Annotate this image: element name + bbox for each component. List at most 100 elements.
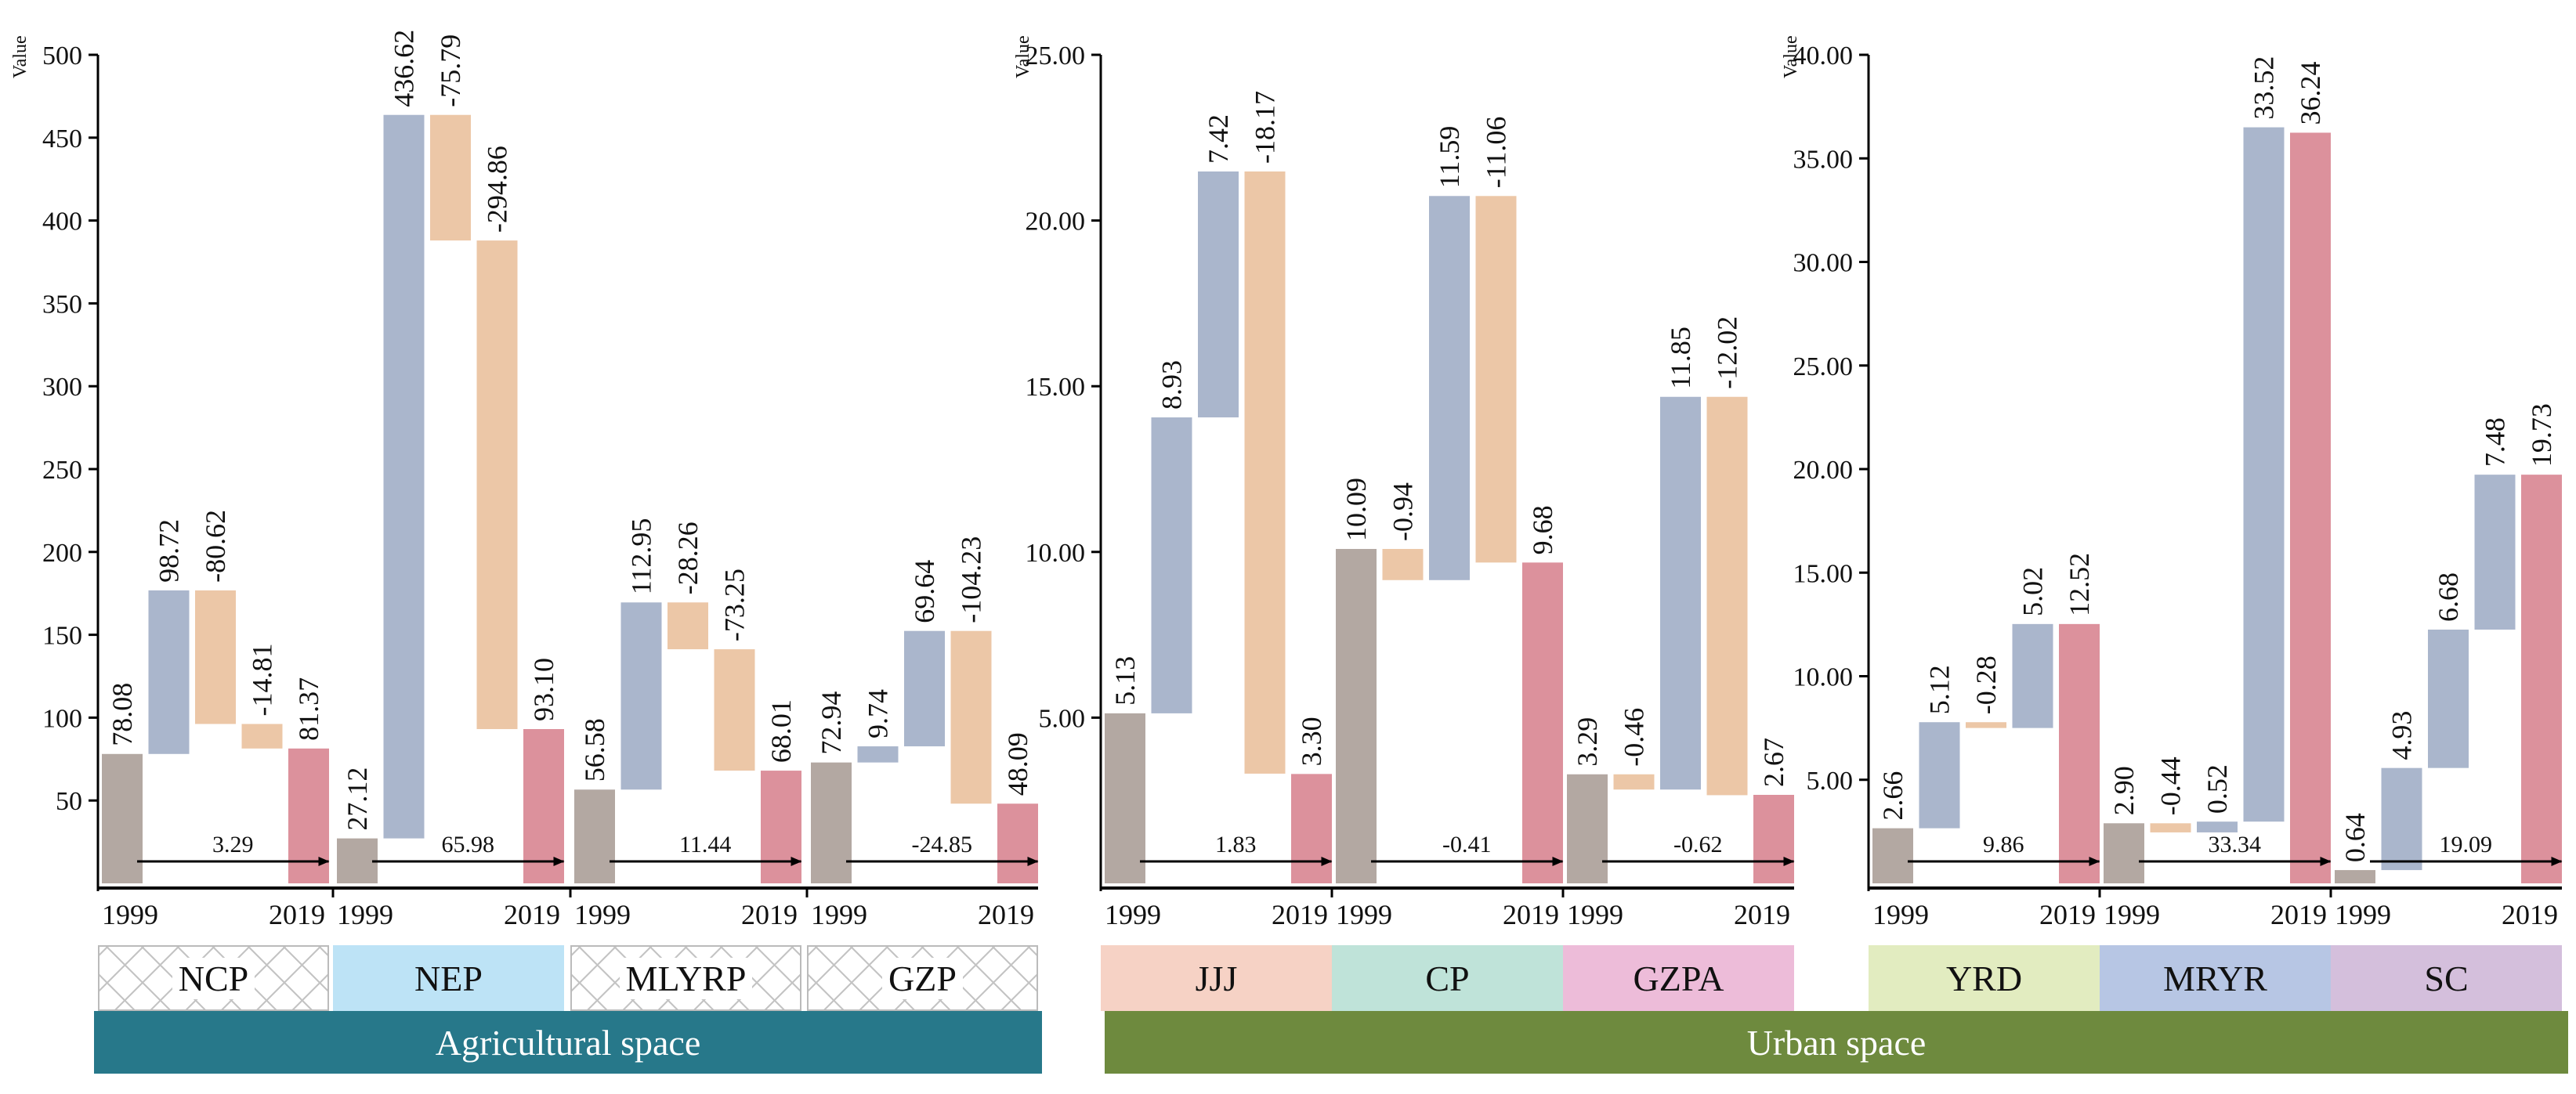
net-change-label: -24.85 xyxy=(912,832,973,858)
value-label: -80.62 xyxy=(200,510,231,583)
value-label: 33.52 xyxy=(2249,56,2280,120)
change-bar-2 xyxy=(668,602,708,650)
value-label: -75.79 xyxy=(435,34,466,107)
y-tick-label: 350 xyxy=(42,290,82,319)
value-label: -294.86 xyxy=(482,146,513,233)
change-bar-3 xyxy=(2012,623,2053,728)
value-label: -0.46 xyxy=(1619,708,1650,767)
y-tick-label: 200 xyxy=(42,539,82,568)
change-bar-1 xyxy=(620,602,662,790)
y-tick-label: 15.00 xyxy=(1793,559,1854,588)
value-label: 9.74 xyxy=(863,689,894,738)
start-bar xyxy=(1872,828,1913,883)
value-label: 6.68 xyxy=(2433,572,2464,622)
year-end-label: 2019 xyxy=(1503,899,1559,930)
change-bar-1 xyxy=(383,114,425,839)
change-bar-2 xyxy=(1966,722,2006,728)
start-bar xyxy=(1336,548,1377,883)
region-nep: 27.12 436.62 -75.79 -294.86 93.10 65.98 1999 20… xyxy=(331,30,565,930)
end-bar xyxy=(2521,475,2562,883)
year-end-label: 2019 xyxy=(978,899,1034,930)
start-bar xyxy=(337,838,378,883)
change-bar-1 xyxy=(857,746,899,763)
net-change-label: 1.83 xyxy=(1215,832,1257,858)
change-bar-2 xyxy=(430,114,471,241)
agricultural-space-label: Agricultural space xyxy=(435,1022,701,1063)
region-box-sc: SC xyxy=(2331,945,2562,1011)
value-label: 2.66 xyxy=(1877,771,1908,821)
change-bar-1 xyxy=(1919,722,1960,829)
value-label: 5.02 xyxy=(2017,567,2049,616)
value-label: 12.52 xyxy=(2064,553,2095,616)
region-name: NEP xyxy=(414,958,483,998)
y-tick-label: 150 xyxy=(42,622,82,651)
start-bar xyxy=(1567,774,1608,883)
region-name: MRYR xyxy=(2163,958,2267,998)
y-tick-label: 5.00 xyxy=(1807,767,1854,796)
year-start-label: 1999 xyxy=(1336,899,1392,930)
net-change-label: -0.41 xyxy=(1442,832,1492,858)
panel-1: Value 500 450 400 350 300 250 200 150 100 50 78.08 9… xyxy=(10,30,1039,930)
region-jjj: 5.13 8.93 7.42 -18.17 3.30 1.83 1999 2019 xyxy=(1105,91,1333,930)
y-tick-label: 40.00 xyxy=(1793,42,1854,70)
y-tick-label: 500 xyxy=(42,42,82,70)
value-label: 112.95 xyxy=(626,518,657,595)
change-bar-1 xyxy=(2381,767,2422,871)
value-label: 3.29 xyxy=(1572,717,1603,767)
region-box-yrd: YRD xyxy=(1869,945,2100,1011)
year-end-label: 2019 xyxy=(2039,899,2096,930)
year-start-label: 1999 xyxy=(102,899,158,930)
value-label: 5.12 xyxy=(1924,665,1956,714)
value-label: -0.44 xyxy=(2155,756,2187,815)
change-bar-3 xyxy=(950,630,992,804)
value-label: 2.90 xyxy=(2108,766,2140,815)
change-bar-1 xyxy=(1613,774,1655,790)
y-tick-label: 10.00 xyxy=(1026,539,1086,568)
y-tick-label: 100 xyxy=(42,704,82,733)
region-box-nep: NEP xyxy=(333,945,564,1011)
change-bar-2 xyxy=(1660,396,1701,790)
value-label: 19.73 xyxy=(2526,403,2557,467)
start-bar xyxy=(102,753,143,883)
value-label: 69.64 xyxy=(909,560,940,623)
year-start-label: 1999 xyxy=(574,899,631,930)
value-label: 72.94 xyxy=(816,691,847,755)
value-label: 11.59 xyxy=(1434,126,1465,189)
change-bar-2 xyxy=(1198,171,1239,417)
change-bar-3 xyxy=(476,240,518,730)
region-box-jjj: JJJ xyxy=(1101,945,1332,1011)
start-bar xyxy=(2335,870,2375,883)
year-start-label: 1999 xyxy=(337,899,393,930)
region-ncp: 78.08 98.72 -80.62 -14.81 81.37 3.29 1999 2019 xyxy=(102,510,330,930)
year-start-label: 1999 xyxy=(811,899,867,930)
value-label: 48.09 xyxy=(1002,732,1033,796)
net-change-label: 3.29 xyxy=(212,832,254,858)
region-name: GZP xyxy=(882,957,963,999)
region-sc: 0.64 4.93 6.68 7.48 19.73 19.09 1999 2019 xyxy=(2329,403,2563,930)
value-label: 7.42 xyxy=(1203,114,1234,164)
region-box-mryr: MRYR xyxy=(2100,945,2331,1011)
year-end-label: 2019 xyxy=(2502,899,2558,930)
value-label: 11.85 xyxy=(1665,327,1696,389)
y-tick-label: 20.00 xyxy=(1793,456,1854,485)
change-bar-1 xyxy=(1382,548,1424,580)
value-label: -28.26 xyxy=(672,522,704,594)
region-box-mlyrp: MLYRP xyxy=(570,945,801,1011)
value-label: 68.01 xyxy=(765,699,797,763)
start-bar xyxy=(2104,823,2144,883)
change-bar-2 xyxy=(904,630,945,747)
value-label: 0.64 xyxy=(2339,813,2371,862)
change-bar-1 xyxy=(148,590,190,754)
y-tick-label: 400 xyxy=(42,208,82,236)
year-end-label: 2019 xyxy=(269,899,325,930)
end-bar xyxy=(2059,623,2100,883)
value-label: 10.09 xyxy=(1340,478,1372,541)
change-bar-3 xyxy=(1244,171,1286,774)
y-tick-label: 30.00 xyxy=(1793,249,1854,278)
value-label: -11.06 xyxy=(1481,117,1512,189)
region-box-cp: CP xyxy=(1332,945,1563,1011)
change-bar-2 xyxy=(1429,196,1470,580)
